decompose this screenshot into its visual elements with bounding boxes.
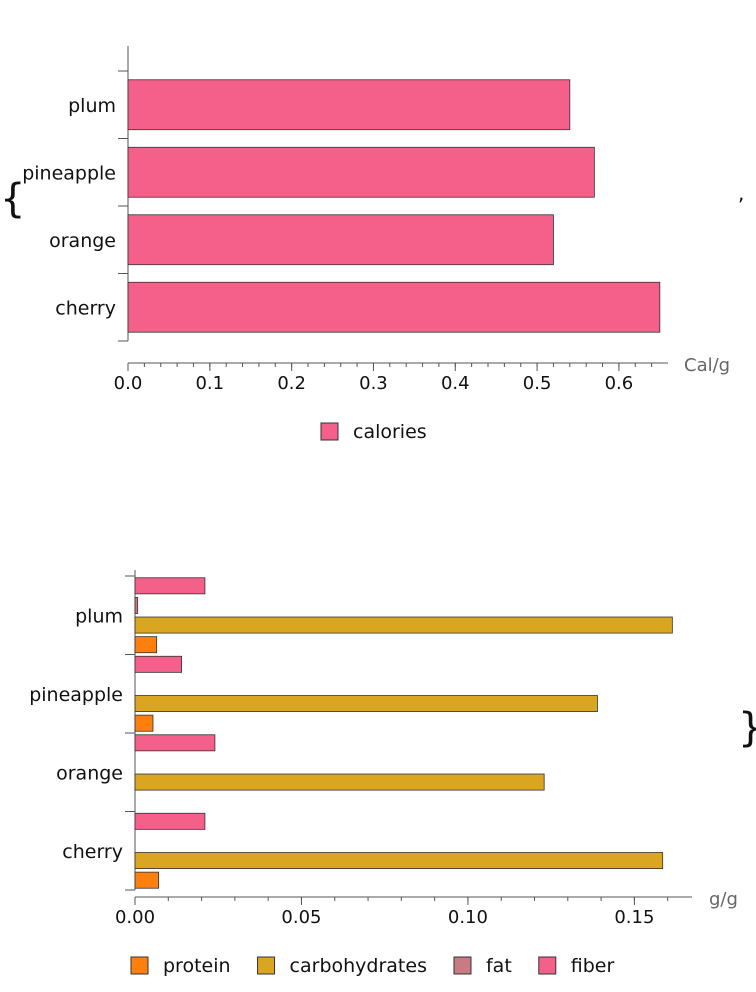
category-label: plum bbox=[68, 95, 116, 117]
legend-swatch-fiber bbox=[538, 956, 557, 975]
legend-swatch-calories bbox=[320, 422, 339, 441]
list-close-brace: } bbox=[738, 705, 756, 751]
bar-pineapple-carbohydrates bbox=[134, 695, 598, 713]
legend-label-fiber: fiber bbox=[571, 955, 615, 977]
bar-cherry-calories bbox=[127, 281, 661, 333]
category-label: pineapple bbox=[22, 162, 116, 184]
x-tick-label: 0.3 bbox=[359, 373, 388, 394]
legend-label-fat: fat bbox=[486, 955, 512, 977]
x-tick-label: 0.15 bbox=[614, 907, 654, 928]
bar-cherry-fiber bbox=[134, 812, 206, 830]
bar-plum-carbohydrates bbox=[134, 616, 673, 634]
legend-label-carbohydrates: carbohydrates bbox=[290, 955, 427, 977]
x-tick-label: 0.00 bbox=[115, 907, 155, 928]
x-tick-label: 0.2 bbox=[277, 373, 306, 394]
calories-bar-chart: plum pineapple orange cherry 0.0 0.1 0.2 0.3 0.4… bbox=[22, 46, 730, 443]
category-label: orange bbox=[56, 762, 123, 784]
bar-pineapple-protein bbox=[134, 714, 154, 732]
list-separator: , bbox=[738, 181, 744, 205]
legend: calories bbox=[320, 421, 427, 443]
x-unit-label: g/g bbox=[709, 889, 738, 910]
bar-pineapple-calories bbox=[127, 146, 595, 198]
legend-swatch-carbohydrates bbox=[257, 956, 276, 975]
category-label: plum bbox=[75, 605, 123, 627]
x-unit-label: Cal/g bbox=[684, 355, 730, 376]
list-open-brace: { bbox=[0, 176, 25, 222]
bar-orange-calories bbox=[127, 214, 554, 266]
bar-plum-calories bbox=[127, 79, 571, 131]
bar-cherry-protein bbox=[134, 871, 160, 889]
x-tick-label: 0.05 bbox=[281, 907, 321, 928]
x-tick-label: 0.4 bbox=[441, 373, 470, 394]
x-tick-label: 0.1 bbox=[195, 373, 224, 394]
legend-swatch-fat bbox=[453, 956, 472, 975]
legend-label-protein: protein bbox=[163, 955, 231, 977]
x-tick-label: 0.6 bbox=[605, 373, 634, 394]
x-tick-label: 0.0 bbox=[114, 373, 143, 394]
bar-pineapple-fiber bbox=[134, 655, 183, 673]
category-label: pineapple bbox=[29, 684, 123, 706]
x-tick-label: 0.10 bbox=[448, 907, 488, 928]
category-label: cherry bbox=[62, 841, 123, 863]
legend-label-calories: calories bbox=[353, 421, 427, 443]
x-tick-label: 0.5 bbox=[523, 373, 552, 394]
category-label: orange bbox=[49, 230, 116, 252]
bar-orange-fiber bbox=[134, 734, 216, 752]
bar-plum-protein bbox=[134, 636, 158, 654]
category-label: cherry bbox=[55, 297, 116, 319]
nutrients-bar-chart: plum pineapple orange cherry 0.00 0.05 0.10 0.1… bbox=[29, 570, 738, 977]
legend: protein carbohydrates fat fiber bbox=[130, 955, 615, 977]
bar-plum-fiber bbox=[134, 577, 206, 595]
bar-cherry-carbohydrates bbox=[134, 852, 664, 870]
legend-swatch-protein bbox=[130, 956, 149, 975]
bar-plum-fat bbox=[134, 596, 139, 614]
bar-orange-carbohydrates bbox=[134, 773, 545, 791]
